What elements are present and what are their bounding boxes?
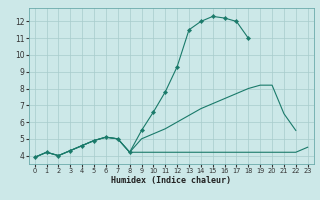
X-axis label: Humidex (Indice chaleur): Humidex (Indice chaleur) — [111, 176, 231, 185]
